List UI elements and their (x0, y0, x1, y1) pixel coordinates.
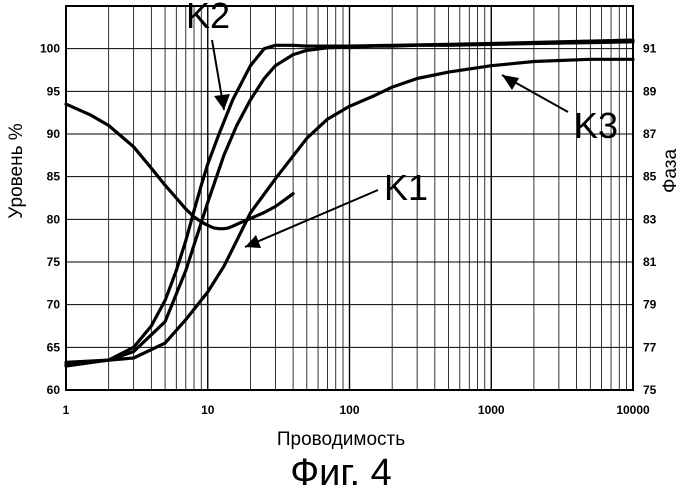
y-tick-label: 60 (47, 383, 61, 397)
y-tick-label: 70 (47, 298, 61, 312)
x-tick-label: 1 (63, 403, 70, 417)
x-tick-label: 10000 (616, 403, 650, 417)
y2-tick-label: 77 (643, 340, 657, 354)
y2-tick-label: 85 (643, 170, 657, 184)
y2-tick-label: 91 (643, 42, 657, 56)
figure-caption: Фиг. 4 (290, 452, 392, 494)
y2-tick-label: 79 (643, 298, 657, 312)
x-tick-label: 10 (201, 403, 215, 417)
y-tick-label: 85 (47, 170, 61, 184)
y-tick-label: 65 (47, 340, 61, 354)
y2-tick-label: 83 (643, 212, 657, 226)
x-tick-label: 1000 (478, 403, 505, 417)
y2-tick-label: 81 (643, 255, 657, 269)
y2-tick-label: 75 (643, 383, 657, 397)
y-tick-label: 100 (40, 42, 60, 56)
y-tick-label: 95 (47, 84, 61, 98)
y-tick-label: 80 (47, 212, 61, 226)
annotation-k2: K2 (186, 0, 230, 36)
y2-tick-label: 89 (643, 84, 657, 98)
x-tick-label: 100 (339, 403, 359, 417)
y2-axis-label: Фаза (660, 149, 681, 194)
y-axis-label: Уровень % (6, 123, 27, 218)
annotation-k1: K1 (384, 167, 428, 208)
y2-tick-label: 87 (643, 127, 657, 141)
y-tick-label: 90 (47, 127, 61, 141)
x-axis-label: Проводимость (277, 429, 405, 450)
y-tick-label: 75 (47, 255, 61, 269)
annotation-k3: K3 (574, 105, 618, 146)
